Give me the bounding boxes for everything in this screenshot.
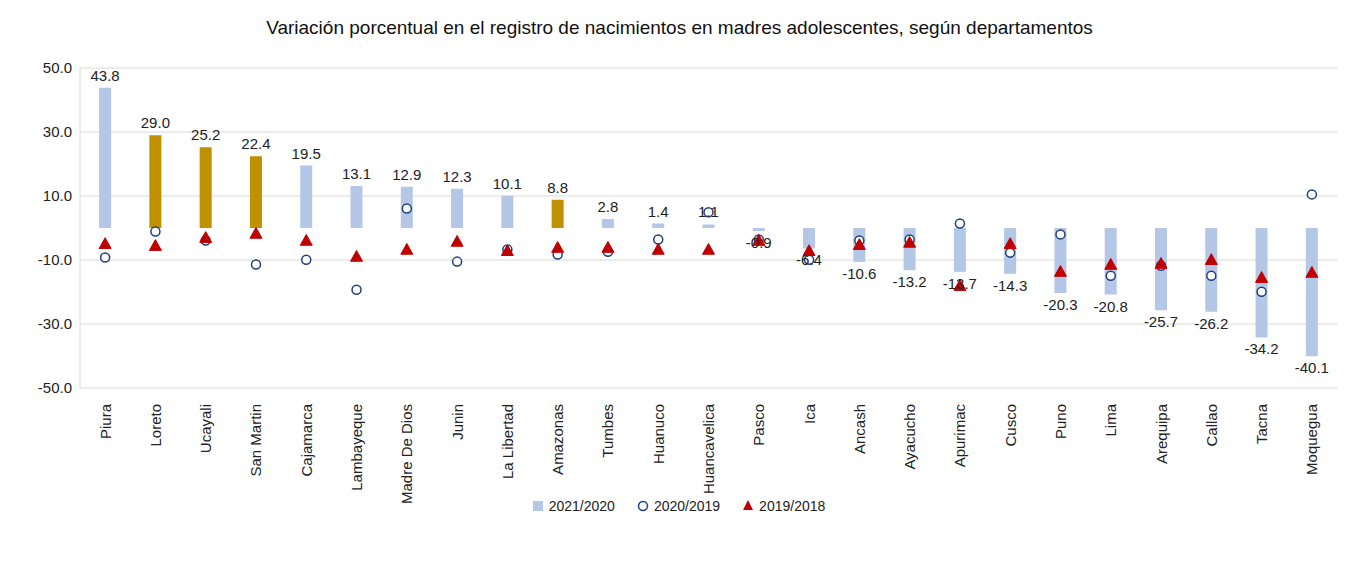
svg-text:Ayacucho: Ayacucho [901,404,918,470]
svg-text:-30.0: -30.0 [38,315,72,332]
html-text:2020/2019: 2020/2019 [653,498,721,514]
svg-text:-20.8: -20.8 [1094,298,1128,315]
svg-text:Arequipa: Arequipa [1153,403,1170,464]
svg-text:-6.4: -6.4 [796,251,822,268]
svg-text:-0.9: -0.9 [746,234,772,251]
svg-text:25.2: 25.2 [191,126,220,143]
svg-text:Ica: Ica [801,403,818,424]
svg-text:Moquegua: Moquegua [1303,403,1320,475]
svg-text:22.4: 22.4 [241,135,270,152]
svg-text:Piura: Piura [97,403,114,439]
svg-text:Amazonas: Amazonas [549,404,566,475]
svg-text:Ancash: Ancash [851,404,868,454]
svg-text:La Libertad: La Libertad [499,404,516,479]
svg-text:-20.3: -20.3 [1043,296,1077,313]
svg-text:-40.1: -40.1 [1295,359,1329,376]
svg-text:-14.3: -14.3 [993,277,1027,294]
svg-text:Junin: Junin [449,404,466,440]
svg-text:19.5: 19.5 [292,145,321,162]
svg-text:1.4: 1.4 [648,203,669,220]
svg-text:Puno: Puno [1052,404,1069,439]
svg-text:-50.0: -50.0 [38,379,72,396]
svg-text:43.8: 43.8 [91,67,120,84]
svg-text:San Martin: San Martin [247,404,264,477]
svg-text:Pasco: Pasco [750,404,767,446]
html-text:2019/2018: 2019/2018 [759,498,826,514]
html-text:Variación porcentual en el reg: Variación porcentual en el registro de n… [266,17,1093,38]
svg-text:50.0: 50.0 [43,59,72,76]
svg-text:Lima: Lima [1102,403,1119,436]
svg-text:-25.7: -25.7 [1144,313,1178,330]
svg-text:1.1: 1.1 [698,203,719,220]
svg-text:8.8: 8.8 [547,179,568,196]
svg-text:-10.0: -10.0 [38,251,72,268]
svg-text:Callao: Callao [1203,404,1220,447]
svg-text:-10.6: -10.6 [842,265,876,282]
svg-text:Cajamarca: Cajamarca [298,403,315,476]
svg-text:29.0: 29.0 [141,114,170,131]
svg-text:-13.2: -13.2 [892,273,926,290]
svg-text:10.0: 10.0 [43,187,72,204]
svg-text:Tacna: Tacna [1253,403,1270,444]
svg-text:13.1: 13.1 [342,165,371,182]
svg-text:Tumbes: Tumbes [599,404,616,458]
svg-text:Madre De Dios: Madre De Dios [398,404,415,504]
html-text:2021/2020: 2021/2020 [548,498,615,514]
svg-text:Loreto: Loreto [147,404,164,447]
svg-text:Huancavelica: Huancavelica [700,403,717,494]
svg-text:-34.2: -34.2 [1244,340,1278,357]
svg-text:Ucayali: Ucayali [197,404,214,453]
svg-text:12.3: 12.3 [442,168,471,185]
svg-text:-26.2: -26.2 [1194,315,1228,332]
svg-text:Cusco: Cusco [1002,404,1019,447]
svg-text:2.8: 2.8 [597,198,618,215]
svg-text:-13.7: -13.7 [943,275,977,292]
svg-text:12.9: 12.9 [392,166,421,183]
svg-text:10.1: 10.1 [493,175,522,192]
svg-text:Lambayeque: Lambayeque [348,404,365,491]
svg-text:Apurimac: Apurimac [951,404,968,468]
svg-text:Huanuco: Huanuco [650,404,667,464]
svg-text:30.0: 30.0 [43,123,72,140]
